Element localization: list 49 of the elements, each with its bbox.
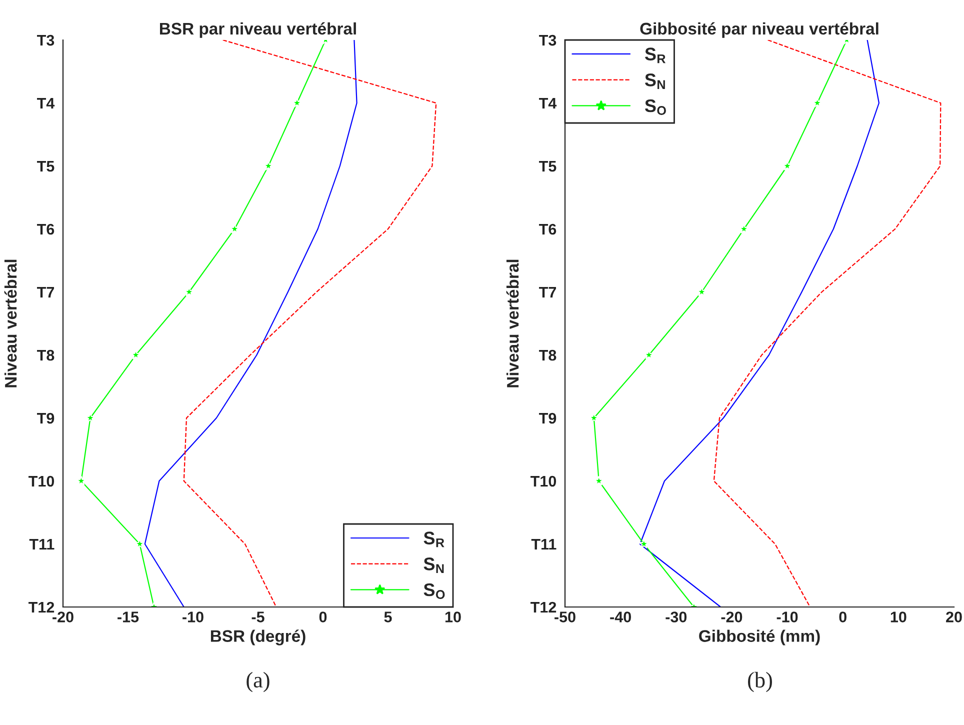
- legend-label: S$_{R}$: [424, 532, 444, 548]
- legend-label: S$_{O}$: [424, 583, 445, 599]
- y-tick-label: T9: [37, 412, 54, 424]
- x-tick-label: 0: [319, 612, 327, 622]
- x-tick-label: -50: [554, 612, 576, 622]
- x-tick-label: -10: [182, 612, 204, 622]
- x-tick-label: -20: [721, 612, 742, 622]
- y-tick-label: T12: [28, 602, 54, 613]
- x-tick-label: 20: [946, 612, 962, 622]
- y-tick-label: T11: [531, 539, 556, 550]
- y-tick-label: T6: [539, 224, 556, 235]
- y-tick-label: T11: [29, 539, 54, 550]
- y-tick-label: T8: [539, 350, 556, 361]
- y-tick-label: T12: [530, 602, 556, 613]
- x-axis-title: Gibbosité (mm): [699, 630, 820, 646]
- text: (a): [246, 672, 270, 692]
- y-tick-label: T5: [37, 161, 54, 172]
- x-tick-label: 5: [384, 612, 392, 622]
- x-tick-label: 10: [445, 612, 461, 622]
- y-tick-label: T8: [37, 350, 54, 361]
- x-tick-label: -30: [666, 612, 687, 622]
- y-axis-title: Niveau vertébral: [4, 260, 17, 388]
- y-tick-label: T7: [539, 287, 556, 298]
- x-tick-label: -40: [610, 612, 631, 622]
- y-tick-label: T3: [539, 34, 556, 46]
- x-axis-title: BSR (degré): [210, 630, 306, 646]
- x-tick-label: -10: [776, 612, 798, 622]
- chart-title: Gibbosité par niveau vertébral: [640, 22, 878, 38]
- x-tick-label: -20: [52, 612, 74, 622]
- legend-label: S$_{O}$: [644, 99, 666, 115]
- y-tick-label: T4: [539, 98, 557, 109]
- x-tick-label: -15: [118, 612, 139, 622]
- legend-label: S$_{N}$: [644, 74, 665, 89]
- legend-label: S$_{R}$: [644, 48, 666, 64]
- y-tick-label: T6: [37, 224, 54, 235]
- y-tick-label: T5: [539, 161, 556, 172]
- x-tick-label: 10: [890, 612, 906, 622]
- y-tick-label: T10: [28, 476, 54, 487]
- y-tick-label: T9: [539, 412, 556, 424]
- legend-label: S$_{N}$: [424, 558, 444, 574]
- text: (b): [748, 672, 772, 692]
- y-tick-label: T10: [530, 476, 556, 487]
- y-axis-title: Niveau vertébral: [506, 260, 519, 388]
- y-tick-label: T7: [37, 287, 54, 298]
- y-tick-label: T3: [37, 34, 54, 46]
- x-tick-label: 0: [839, 612, 846, 622]
- x-tick-label: -5: [252, 612, 264, 622]
- chart-title: BSR par niveau vertébral: [160, 22, 356, 38]
- y-tick-label: T4: [37, 98, 55, 109]
